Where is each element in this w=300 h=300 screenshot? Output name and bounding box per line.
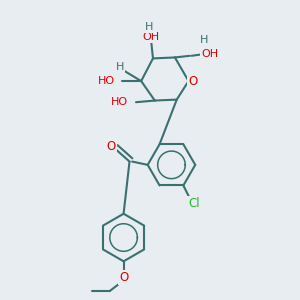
Text: OH: OH <box>201 49 218 59</box>
Text: H: H <box>116 62 124 72</box>
Text: HO: HO <box>111 97 128 107</box>
Text: O: O <box>188 75 197 88</box>
Text: HO: HO <box>98 76 115 86</box>
Text: Cl: Cl <box>188 197 200 210</box>
Text: H: H <box>200 35 208 45</box>
Text: OH: OH <box>143 32 160 42</box>
Text: O: O <box>119 271 128 284</box>
Text: H: H <box>145 22 153 32</box>
Text: O: O <box>107 140 116 153</box>
